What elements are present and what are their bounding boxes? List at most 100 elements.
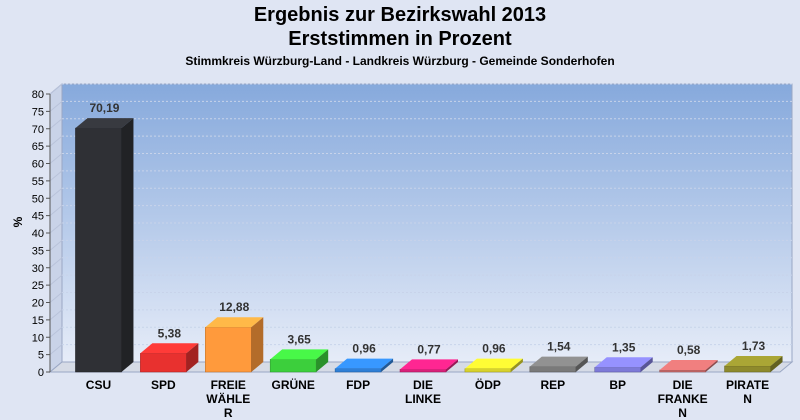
gridline-side xyxy=(49,257,63,269)
bar-7: 0,96 xyxy=(464,342,523,373)
data-label: 12,88 xyxy=(219,300,249,314)
bar-top xyxy=(270,349,329,360)
chart-subtitle: Erststimmen in Prozent xyxy=(288,28,512,50)
y-tick-label: 20 xyxy=(32,298,44,310)
bar-top xyxy=(529,356,588,367)
x-tick-label: BP xyxy=(609,378,626,392)
bar-side xyxy=(186,343,199,372)
gridline-side xyxy=(49,344,63,356)
data-label: 1,35 xyxy=(612,340,636,354)
y-tick-label: 25 xyxy=(32,280,44,292)
y-tick-label: 80 xyxy=(32,89,44,101)
bar-1: 70,19 xyxy=(75,101,134,373)
bar-side xyxy=(510,358,523,372)
gridline-side xyxy=(49,326,63,338)
bar-side xyxy=(770,355,783,372)
x-tick-label: DIE xyxy=(413,378,433,392)
bar-3: 12,88 xyxy=(205,300,264,373)
y-tick-label: 40 xyxy=(32,228,44,240)
gridline-side xyxy=(49,309,63,321)
bar-front xyxy=(205,326,252,373)
x-tick-label: FRANKE xyxy=(658,392,708,406)
y-tick-label: 60 xyxy=(32,159,44,171)
gridline-side xyxy=(49,205,63,217)
bar-10: 0,58 xyxy=(659,343,718,373)
bar-8: 1,54 xyxy=(529,340,588,373)
gridline-side xyxy=(49,170,63,182)
gridline-side xyxy=(49,153,63,164)
bar-side xyxy=(640,357,653,372)
y-tick-label: 75 xyxy=(32,106,44,118)
data-label: 1,73 xyxy=(742,339,766,353)
x-tick-label: LINKE xyxy=(405,392,441,406)
bar-top xyxy=(594,357,653,368)
x-tick-label: R xyxy=(224,406,233,420)
data-label: 70,19 xyxy=(89,101,119,115)
x-tick-label: ÖDP xyxy=(475,377,501,392)
x-tick-label: DIE xyxy=(673,378,693,392)
y-tick-label: 50 xyxy=(32,193,44,205)
gridline-side xyxy=(49,187,63,199)
bar-top xyxy=(205,317,264,328)
bar-top xyxy=(724,355,783,366)
bar-side xyxy=(705,359,718,372)
bar-front xyxy=(659,369,706,373)
x-tick-label: N xyxy=(743,392,752,406)
bar-front xyxy=(75,127,122,373)
gridline-side xyxy=(49,222,63,234)
bar-side xyxy=(575,356,588,372)
y-tick-label: 45 xyxy=(32,211,44,223)
bar-5: 0,96 xyxy=(334,342,394,373)
bar-front xyxy=(399,369,447,373)
y-axis: 0 5 10 15 20 25 30 35 40 45 50 55 60 65 70 75 80% xyxy=(11,89,51,379)
bar-top xyxy=(140,343,199,354)
bar-2: 5,38 xyxy=(140,326,199,373)
data-label: 0,96 xyxy=(352,342,376,356)
data-label: 0,58 xyxy=(677,343,701,357)
data-label: 1,54 xyxy=(547,340,571,354)
bar-6: 0,77 xyxy=(399,342,458,373)
bar-side xyxy=(446,359,458,372)
data-label: 5,38 xyxy=(158,326,182,340)
bar-4: 3,65 xyxy=(269,332,329,373)
x-tick-label: REP xyxy=(540,378,565,392)
data-label: 3,65 xyxy=(288,332,312,346)
gridline-side xyxy=(49,100,63,112)
x-tick-label: FDP xyxy=(346,378,370,392)
bar-side xyxy=(121,118,134,372)
bars: 70,19 5,38 12,88 3,65 0,96 0,77 0,96 1,54 1,35 0,… xyxy=(75,101,783,373)
x-tick-label: FREIE xyxy=(211,378,246,392)
bar-top xyxy=(464,358,523,369)
y-tick-label: 70 xyxy=(32,124,44,136)
bar-side xyxy=(381,358,394,372)
bar-front xyxy=(140,353,187,373)
bar-11: 1,73 xyxy=(724,339,783,373)
x-tick-label: N xyxy=(678,406,687,420)
gridline-side xyxy=(49,135,63,147)
y-axis-label: % xyxy=(11,216,25,227)
x-tick-label: GRÜNE xyxy=(272,377,315,392)
data-label: 0,96 xyxy=(482,342,506,356)
y-tick-label: 30 xyxy=(32,263,44,275)
gridline-side xyxy=(49,292,63,303)
bar-front xyxy=(594,367,641,373)
x-tick-label: WÄHLE xyxy=(206,391,250,406)
bar-top xyxy=(75,118,134,129)
x-tick-label: SPD xyxy=(151,378,176,392)
bar-front xyxy=(724,365,771,373)
data-label: 0,77 xyxy=(417,342,441,356)
y-tick-label: 15 xyxy=(32,315,44,327)
bar-side xyxy=(316,349,329,372)
y-tick-label: 35 xyxy=(32,245,44,257)
y-tick-label: 5 xyxy=(38,350,44,362)
y-tick-label: 0 xyxy=(38,367,44,379)
bar-top xyxy=(335,358,394,369)
chart-location-subtitle: Stimmkreis Würzburg-Land - Landkreis Wür… xyxy=(185,54,615,68)
bar-front xyxy=(334,368,382,373)
y-tick-label: 65 xyxy=(32,141,44,153)
gridlines xyxy=(49,83,792,356)
y-tick-label: 10 xyxy=(32,332,44,344)
bar-top xyxy=(400,359,458,370)
y-tick-label: 55 xyxy=(32,176,44,188)
